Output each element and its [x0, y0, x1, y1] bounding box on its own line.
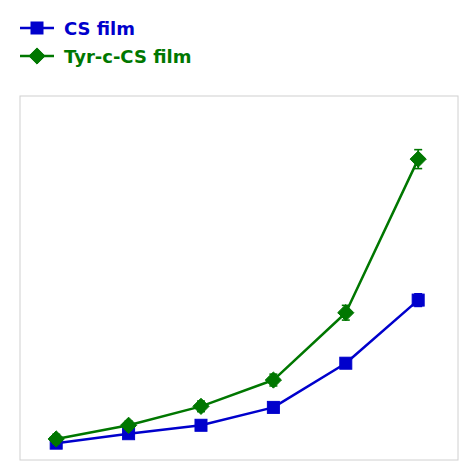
- chart-svg: CS film Tyr-c-CS film: [0, 0, 474, 474]
- series: [50, 294, 424, 449]
- data-point: [120, 417, 136, 433]
- legend-label: Tyr-c-CS film: [64, 46, 191, 67]
- chart-container: CS film Tyr-c-CS film: [0, 0, 474, 474]
- legend-marker: [29, 48, 45, 64]
- data-point: [267, 401, 279, 413]
- legend: CS film Tyr-c-CS film: [20, 18, 191, 67]
- series-line: [56, 300, 418, 443]
- plot-area: [48, 150, 426, 450]
- data-point: [412, 294, 424, 306]
- series-line: [56, 159, 418, 439]
- data-point: [195, 419, 207, 431]
- data-point: [265, 372, 281, 388]
- data-point: [338, 305, 354, 321]
- data-point: [48, 431, 64, 447]
- legend-marker: [31, 22, 43, 34]
- data-point: [193, 398, 209, 414]
- data-point: [410, 151, 426, 167]
- plot-frame: [20, 96, 458, 460]
- data-point: [340, 357, 352, 369]
- legend-label: CS film: [64, 18, 135, 39]
- series: [48, 150, 426, 447]
